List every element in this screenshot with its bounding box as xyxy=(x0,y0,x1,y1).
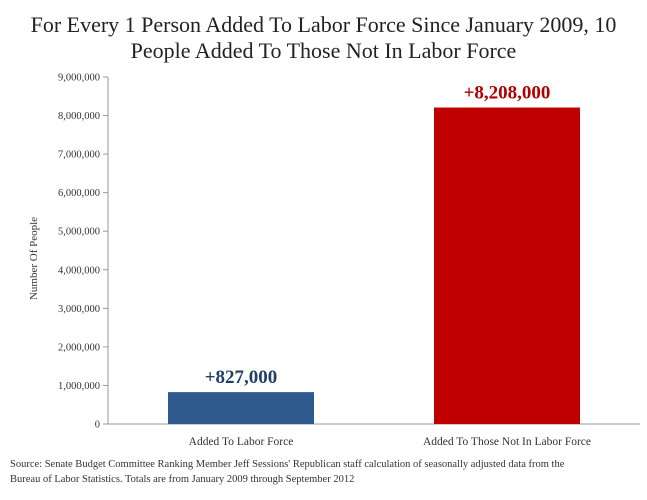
x-category-label: Added To Labor Force xyxy=(189,436,294,448)
source-line-2: Bureau of Labor Statistics. Totals are f… xyxy=(10,474,355,485)
y-tick-label: 9,000,000 xyxy=(58,73,100,84)
y-tick-label: 0 xyxy=(95,420,100,431)
y-tick-label: 4,000,000 xyxy=(58,265,100,276)
x-category-label: Added To Those Not In Labor Force xyxy=(423,436,591,448)
data-label: +8,208,000 xyxy=(464,83,551,104)
bar-added-to-labor-force xyxy=(168,392,314,424)
y-tick-label: 6,000,000 xyxy=(58,188,100,199)
data-label: +827,000 xyxy=(205,367,278,388)
source-line-1: Source: Senate Budget Committee Ranking … xyxy=(10,459,565,470)
y-axis-label: Number Of People xyxy=(28,217,40,300)
y-tick-label: 5,000,000 xyxy=(58,227,100,238)
chart-title-line-2: People Added To Those Not In Labor Force xyxy=(130,38,517,63)
y-tick-label: 2,000,000 xyxy=(58,342,100,353)
bar-chart: 0 1,000,000 2,000,000 3,000,000 4,000,000 5,0… xyxy=(28,73,640,448)
chart-title: For Every 1 Person Added To Labor Force … xyxy=(0,12,647,64)
y-tick-label: 8,000,000 xyxy=(58,111,100,122)
bar-added-to-not-in-labor-force xyxy=(434,107,580,424)
chart-title-line-1: For Every 1 Person Added To Labor Force … xyxy=(30,12,617,37)
y-tick-label: 1,000,000 xyxy=(58,381,100,392)
y-tick-label: 3,000,000 xyxy=(58,304,100,315)
source-note: Source: Senate Budget Committee Ranking … xyxy=(10,457,647,487)
y-tick-label: 7,000,000 xyxy=(58,150,100,161)
